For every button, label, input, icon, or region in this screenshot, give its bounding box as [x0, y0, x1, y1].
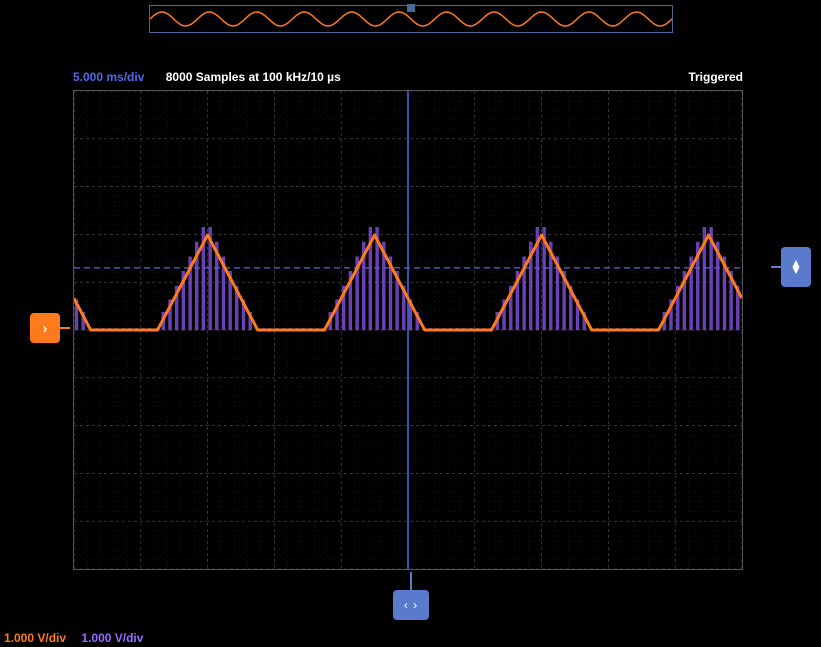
- sample-info-label: 8000 Samples at 100 kHz/10 µs: [166, 70, 341, 84]
- overview-strip[interactable]: [149, 5, 673, 33]
- scope-waveform-canvas: [74, 91, 742, 569]
- trigger-level-handle[interactable]: ▲ ▼: [781, 247, 811, 287]
- horizontal-position-handle[interactable]: ‹ ›: [393, 590, 429, 620]
- timebase-label: 5.000 ms/div: [73, 70, 144, 84]
- chevron-right-icon: ›: [43, 320, 48, 336]
- overview-position-marker[interactable]: [407, 4, 415, 12]
- ch1-vdiv-label[interactable]: 1.000 V/div: [4, 631, 66, 645]
- chevron-left-right-icon: ‹ ›: [404, 598, 418, 612]
- trigger-status-label: Triggered: [688, 70, 743, 84]
- ch2-vdiv-label[interactable]: 1.000 V/div: [81, 631, 143, 645]
- scope-display[interactable]: [73, 90, 743, 570]
- scope-info-bar: 5.000 ms/div 8000 Samples at 100 kHz/10 …: [73, 70, 743, 88]
- ch1-position-handle[interactable]: ›: [30, 313, 60, 343]
- channel-vdiv-bar: 1.000 V/div 1.000 V/div: [4, 631, 143, 645]
- chevron-down-icon: ▼: [790, 267, 802, 274]
